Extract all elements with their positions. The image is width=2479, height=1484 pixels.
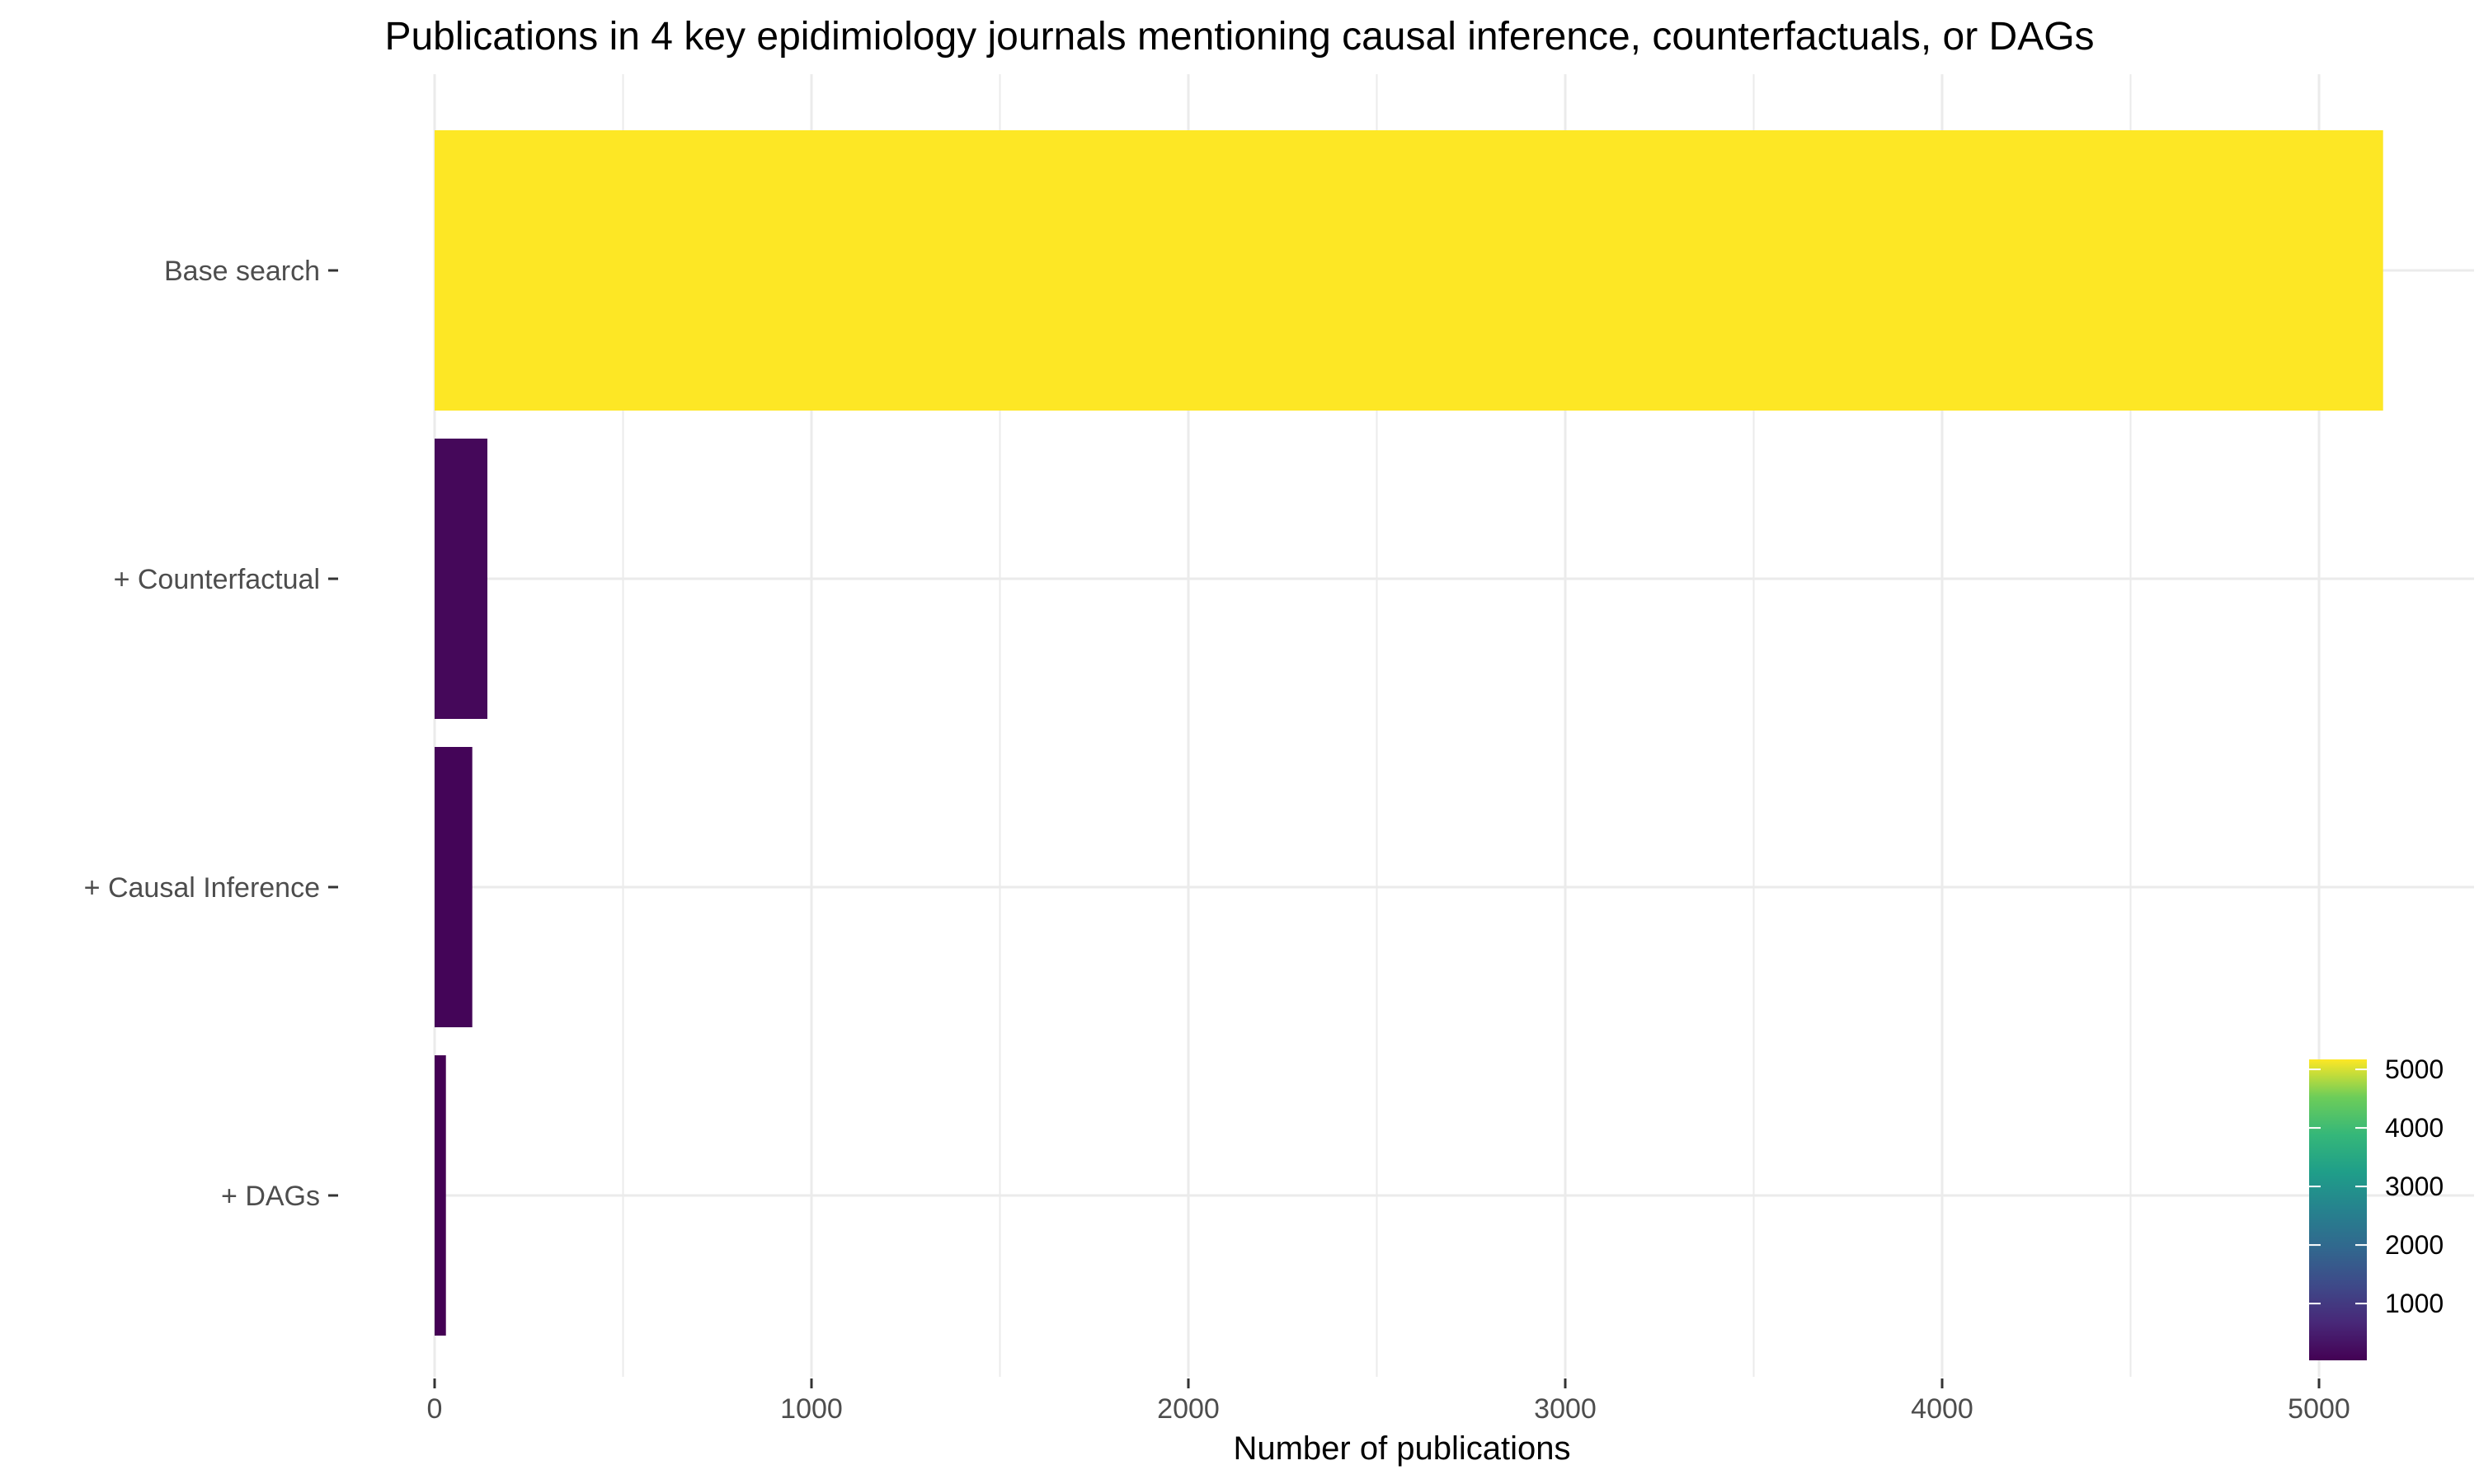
x-tick-label: 0 bbox=[427, 1393, 443, 1425]
y-tick-label: + Causal Inference bbox=[84, 872, 320, 904]
y-tick-label: + Counterfactual bbox=[114, 564, 320, 595]
y-tick-label: + DAGs bbox=[221, 1181, 320, 1212]
x-tick-label: 2000 bbox=[1157, 1393, 1220, 1425]
x-axis-label: Number of publications bbox=[1233, 1430, 1570, 1467]
legend-tick-label: 1000 bbox=[2385, 1289, 2444, 1318]
legend-tick-label: 4000 bbox=[2385, 1113, 2444, 1143]
x-tick-label: 3000 bbox=[1534, 1393, 1597, 1425]
legend-tick-label: 2000 bbox=[2385, 1230, 2444, 1260]
y-tick-label: Base search bbox=[164, 256, 320, 287]
bar bbox=[435, 747, 473, 1027]
legend-tick-label: 5000 bbox=[2385, 1054, 2444, 1084]
x-axis: 0 1000 2000 3000 4000 5000 bbox=[427, 1378, 2350, 1425]
legend-colorbar bbox=[2309, 1059, 2367, 1360]
legend-tick-label: 3000 bbox=[2385, 1172, 2444, 1201]
bar bbox=[435, 439, 487, 719]
bar bbox=[435, 130, 2383, 411]
x-tick-label: 4000 bbox=[1911, 1393, 1973, 1425]
y-axis: Base search + Counterfactual + Causal Infe… bbox=[84, 256, 338, 1212]
bars bbox=[435, 130, 2383, 1336]
x-tick-label: 5000 bbox=[2288, 1393, 2350, 1425]
x-tick-label: 1000 bbox=[780, 1393, 843, 1425]
color-legend: 1000 2000 3000 4000 5000 bbox=[2309, 1054, 2444, 1360]
bar bbox=[435, 1055, 446, 1336]
chart-title: Publications in 4 key epidimiology journ… bbox=[384, 15, 2094, 59]
